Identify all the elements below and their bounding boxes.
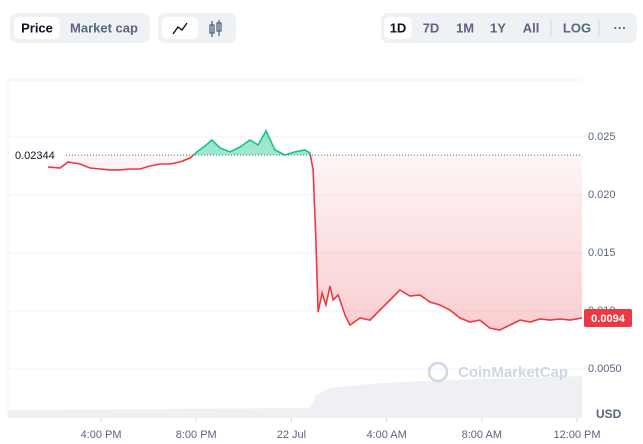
watermark-text: CoinMarketCap: [458, 364, 568, 381]
last-price-badge: [584, 308, 632, 327]
currency-label: USD: [596, 407, 622, 421]
last-price-label: 0.0094: [591, 313, 626, 325]
range-toggle: 1D 7D 1M 1Y All LOG ···: [381, 13, 637, 43]
volume-area: [8, 376, 582, 418]
more-button[interactable]: ···: [614, 20, 627, 35]
x-tick-label: 8:00 PM: [176, 429, 217, 441]
y-tick-label: 0.0050: [588, 363, 622, 375]
log-button[interactable]: LOG: [563, 20, 591, 35]
line-icon[interactable]: [172, 22, 188, 35]
price-button[interactable]: Price: [21, 20, 53, 35]
watermark: CoinMarketCap: [427, 361, 568, 383]
reference-label-bg: [10, 147, 64, 164]
range-1d[interactable]: 1D: [390, 20, 407, 35]
selected-bg: [384, 17, 412, 39]
price-line-down: [47, 155, 583, 331]
range-1m[interactable]: 1M: [456, 20, 474, 35]
x-tick-label: 22 Jul: [277, 429, 306, 441]
x-tick-label: 12:00 PM: [553, 429, 600, 441]
range-all[interactable]: All: [523, 20, 540, 35]
selected-bg: [14, 17, 60, 39]
y-tick-label: 0.025: [588, 131, 616, 143]
view-toggle: Price Market cap: [10, 13, 150, 43]
candle-icon[interactable]: [209, 20, 222, 37]
area-below: [48, 155, 582, 330]
chart-style-toggle: [158, 13, 236, 43]
reference-label: 0.02344: [15, 150, 55, 162]
x-tick-label: 4:00 PM: [81, 429, 122, 441]
range-7d[interactable]: 7D: [423, 20, 440, 35]
range-1y[interactable]: 1Y: [490, 20, 506, 35]
market-cap-button[interactable]: Market cap: [70, 20, 138, 35]
y-tick-label: 0.020: [588, 189, 616, 201]
x-tick-label: 8:00 AM: [462, 429, 502, 441]
y-tick-label: 0.015: [588, 247, 616, 259]
toggle-bg: [381, 13, 637, 43]
x-tick-label: 4:00 AM: [366, 429, 406, 441]
